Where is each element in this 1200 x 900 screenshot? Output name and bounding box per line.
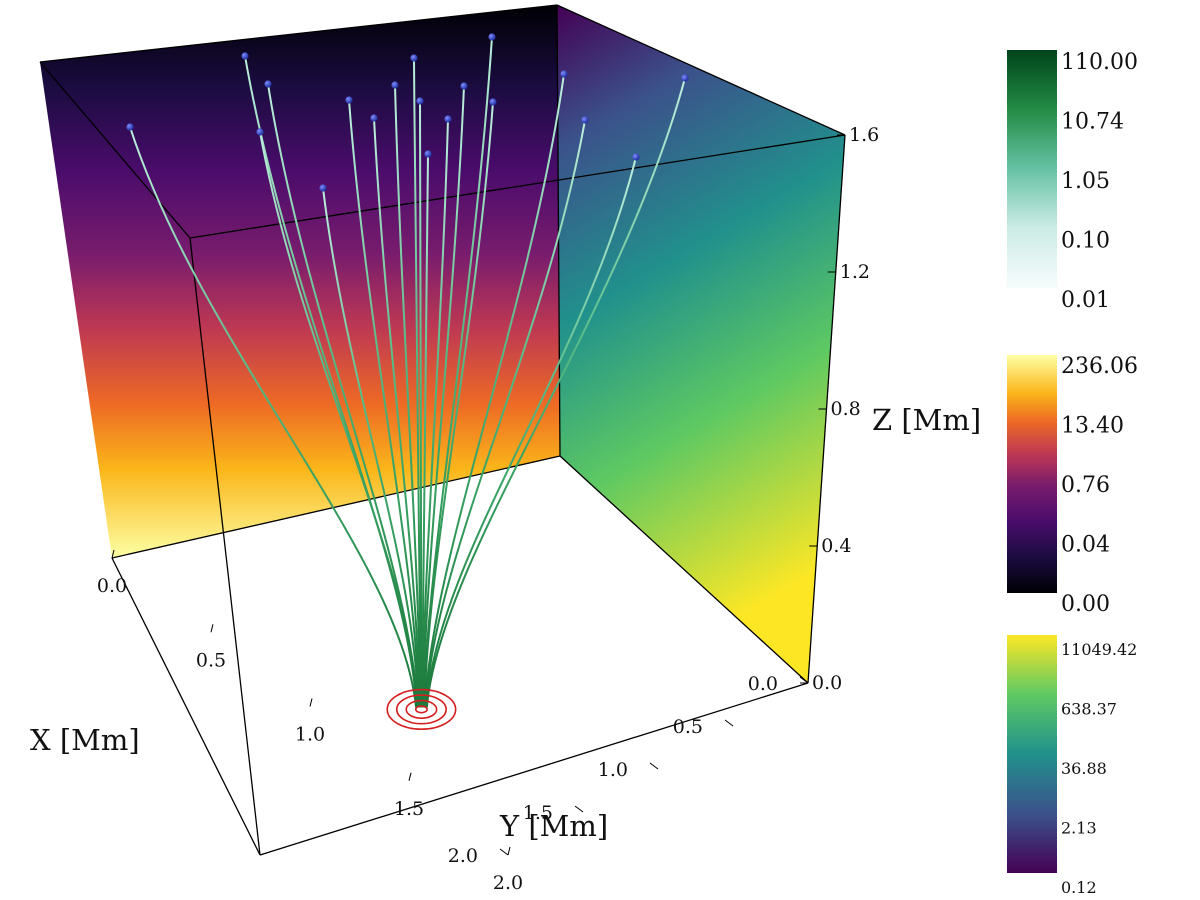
- field-line: [419, 100, 423, 708]
- y-tick-mark: [507, 846, 511, 856]
- x-tick-label: 1.0: [598, 759, 628, 781]
- seed-marker: [681, 74, 689, 82]
- y-tick-label: 1.5: [394, 798, 424, 820]
- field-line: [421, 118, 449, 708]
- x-tick-mark: [574, 805, 584, 813]
- axis-ticks: 0.0 0.5 1.0 1.5 2.0 0.0 0.5 1.0 1.5 2.0 0.0 0.4 0.8 1…: [97, 124, 879, 894]
- seed-marker: [370, 114, 378, 122]
- z-tick-label: 0.8: [831, 398, 861, 420]
- x-tick-label: 1.5: [523, 802, 553, 824]
- colorbar-tick-label: 0.04: [1061, 533, 1110, 558]
- field-line: [424, 73, 565, 708]
- field-line: [425, 156, 637, 708]
- field-line: [394, 84, 422, 708]
- z-tick-label: 1.2: [840, 261, 870, 283]
- x-axis-title: X [Mm]: [30, 723, 140, 757]
- colorbar-inferno-gradient: [1007, 355, 1057, 593]
- x-tick-mark: [649, 762, 659, 770]
- x-tick-label: 0.0: [748, 673, 778, 695]
- colorbar-tick-label: 0.01: [1061, 288, 1110, 313]
- field-lines: [129, 36, 686, 708]
- seed-marker: [444, 115, 452, 123]
- seed-marker: [632, 153, 640, 161]
- colorbar-inferno: 236.06 13.40 0.76 0.04 0.00: [1007, 354, 1138, 617]
- z-tick-label: 1.6: [849, 124, 879, 146]
- field-line: [421, 153, 429, 708]
- colorbar-tick-label: 0.76: [1061, 473, 1110, 498]
- y-tick-mark: [408, 772, 412, 781]
- seed-marker: [126, 123, 134, 131]
- seed-marker: [460, 82, 468, 90]
- colorbar-tick-label: 236.06: [1061, 354, 1138, 379]
- seed-marker: [241, 52, 249, 60]
- seed-marker: [391, 81, 399, 89]
- field-line: [424, 119, 586, 708]
- y-tick-mark: [111, 549, 115, 559]
- field-line: [425, 77, 686, 708]
- seed-marker: [489, 98, 497, 106]
- y-tick-label: 2.0: [493, 872, 523, 894]
- seed-marker: [410, 54, 418, 62]
- field-line: [322, 187, 420, 708]
- field-line: [348, 99, 421, 708]
- colorbar-viridis-gradient: [1007, 635, 1057, 873]
- y-tick-label: 0.5: [196, 649, 226, 671]
- colorbar-tick-label: 0.00: [1061, 592, 1110, 617]
- z-tick-label: 0.0: [812, 672, 842, 694]
- colorbar-viridis: 11049.42 638.37 36.88 2.13 0.12: [1007, 635, 1137, 897]
- colorbar-tick-label: 36.88: [1061, 759, 1107, 778]
- x-tick-mark: [499, 848, 509, 856]
- y-tick-label: 0.0: [97, 575, 127, 597]
- colorbar-tick-label: 638.37: [1061, 700, 1117, 719]
- y-tick-mark: [210, 624, 214, 633]
- y-tick-mark: [309, 698, 313, 707]
- seed-marker: [345, 96, 353, 104]
- y-axis-title: Y [Mm]: [499, 809, 608, 843]
- seed-marker: [581, 116, 589, 124]
- colorbar-bugn: 110.00 10.74 1.05 0.10 0.01: [1007, 50, 1138, 313]
- footpoint-contours: [386, 688, 457, 731]
- colorbar-tick-label: 2.13: [1061, 819, 1097, 838]
- contour-ring: [386, 688, 457, 731]
- x-tick-label: 0.5: [673, 716, 703, 738]
- contour-ring: [395, 694, 447, 725]
- colorbar-tick-label: 0.10: [1061, 229, 1110, 254]
- z-axis-title: Z [Mm]: [872, 403, 981, 437]
- colorbar-tick-label: 1.05: [1061, 169, 1110, 194]
- field-line: [259, 131, 419, 708]
- seed-marker: [488, 33, 496, 41]
- x-tick-mark: [724, 719, 734, 727]
- colorbar-tick-label: 13.40: [1061, 414, 1124, 439]
- seed-markers: [126, 33, 689, 192]
- field-line: [373, 117, 421, 708]
- field-line: [129, 126, 418, 708]
- seed-marker: [256, 128, 264, 136]
- seed-marker: [560, 70, 568, 78]
- contour-ring: [414, 705, 428, 714]
- contour-ring: [405, 699, 438, 720]
- colorbar-bugn-gradient: [1007, 50, 1057, 288]
- field-line: [422, 85, 465, 708]
- x-tick-label: 2.0: [448, 845, 478, 867]
- y-tick-label: 1.0: [295, 724, 325, 746]
- x-tick-mark: [799, 676, 809, 684]
- field-line: [423, 101, 494, 708]
- colorbar-tick-label: 0.12: [1061, 878, 1097, 897]
- side-wall-viridis: [557, 5, 845, 683]
- colorbar-tick-label: 10.74: [1061, 110, 1124, 135]
- colorbar-tick-label: 110.00: [1061, 50, 1138, 75]
- seed-marker: [264, 80, 272, 88]
- z-tick-label: 0.4: [821, 535, 851, 557]
- seed-marker: [416, 97, 424, 105]
- field-line: [244, 55, 418, 708]
- colorbar-tick-label: 11049.42: [1061, 640, 1137, 659]
- seed-marker: [424, 150, 432, 158]
- seed-marker: [319, 184, 327, 192]
